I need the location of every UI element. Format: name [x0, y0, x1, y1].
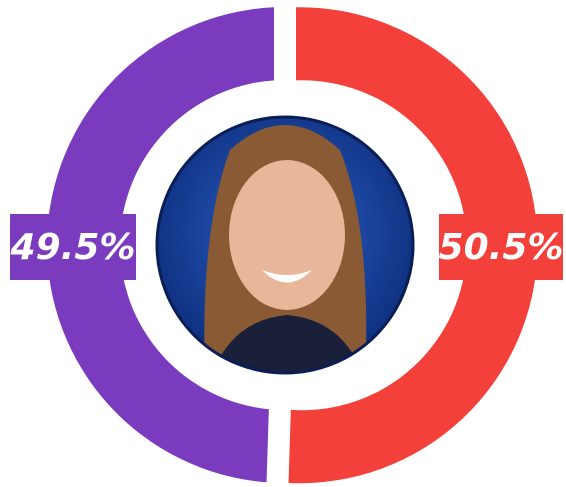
center-photo	[157, 117, 413, 380]
value-label: 49.5%	[10, 227, 136, 268]
chart: 49.5% 50.5%	[0, 0, 566, 487]
value-label: 50.5%	[439, 227, 564, 268]
face	[229, 160, 345, 310]
